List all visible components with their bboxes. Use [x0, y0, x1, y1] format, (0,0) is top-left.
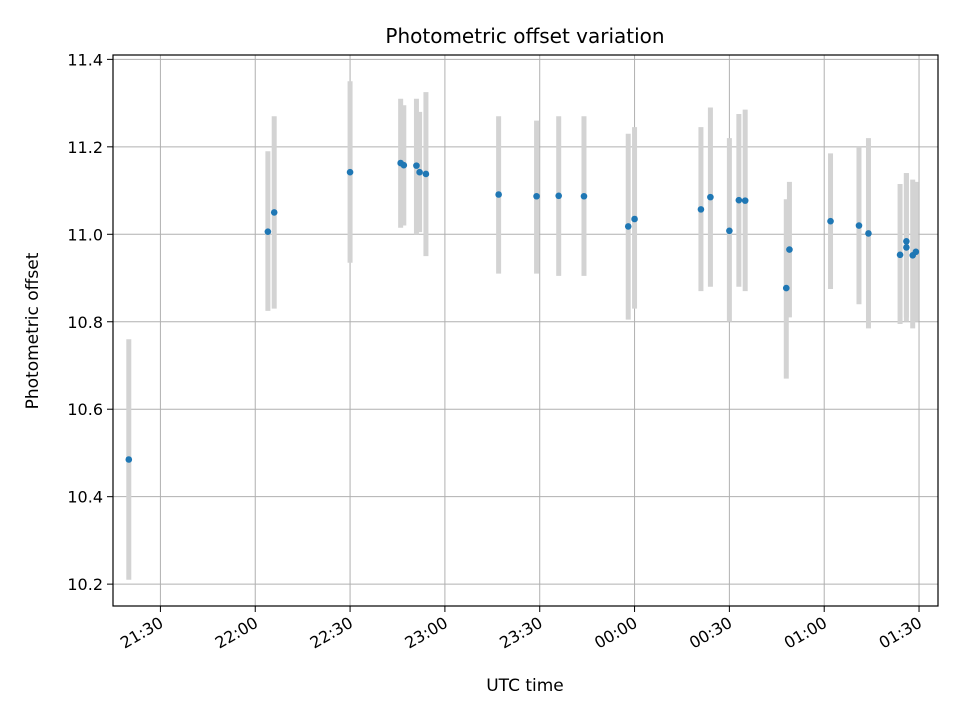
data-point — [416, 168, 423, 176]
data-point — [707, 193, 714, 201]
data-point — [782, 284, 790, 292]
data-point — [827, 217, 834, 225]
data-point — [533, 192, 540, 200]
data-point — [495, 191, 502, 198]
data-point — [726, 227, 733, 235]
data-point — [741, 197, 749, 204]
x-axis-label: UTC time — [486, 676, 564, 696]
data-point — [346, 168, 354, 176]
y-tick-label: 10.8 — [67, 313, 103, 332]
data-point — [400, 161, 408, 169]
data-point — [631, 215, 638, 223]
y-tick-label: 11.2 — [67, 138, 103, 157]
chart-title: Photometric offset variation — [385, 24, 664, 48]
data-point — [264, 228, 272, 235]
data-point — [555, 192, 562, 200]
data-point — [697, 206, 705, 213]
data-point — [896, 251, 904, 259]
data-point — [865, 230, 872, 237]
data-point — [413, 162, 420, 169]
y-tick-label: 11.0 — [67, 225, 103, 244]
y-tick-label: 10.2 — [67, 575, 103, 594]
y-tick-label: 10.4 — [67, 488, 103, 507]
data-markers — [125, 159, 920, 463]
data-point — [786, 246, 793, 253]
plot-frame — [112, 54, 939, 607]
y-tick-label: 10.6 — [67, 400, 103, 419]
data-point — [422, 170, 430, 178]
data-point — [735, 196, 743, 204]
data-point — [125, 456, 133, 463]
y-tick-label: 11.4 — [67, 50, 103, 69]
data-point — [903, 237, 910, 245]
data-point — [912, 248, 920, 256]
data-point — [624, 223, 632, 230]
data-point — [903, 244, 910, 251]
data-point — [580, 192, 588, 200]
data-point — [855, 222, 863, 229]
data-point — [270, 209, 278, 216]
y-axis-label: Photometric offset — [23, 252, 43, 409]
y-axis: 10.2 10.4 10.6 10.8 11.0 11.2 11.4 — [67, 50, 113, 594]
